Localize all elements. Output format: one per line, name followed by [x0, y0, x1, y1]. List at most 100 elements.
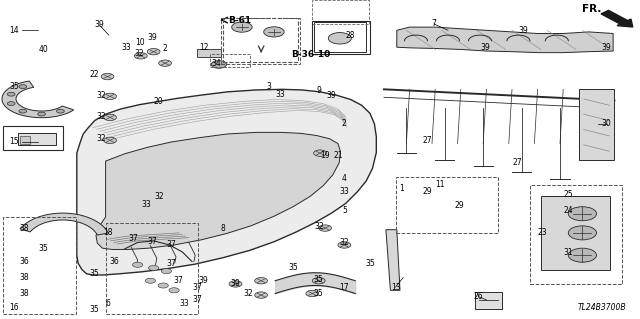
Polygon shape — [96, 132, 340, 249]
Text: 2: 2 — [163, 44, 168, 53]
Text: 32: 32 — [154, 192, 164, 201]
Bar — [221, 18, 300, 64]
Text: 40: 40 — [38, 45, 49, 54]
Text: 24: 24 — [563, 206, 573, 215]
Circle shape — [255, 278, 268, 284]
Text: 35: 35 — [314, 275, 324, 284]
Text: 38: 38 — [19, 224, 29, 233]
Text: 18: 18 — [103, 228, 112, 237]
Text: 13: 13 — [390, 283, 401, 292]
Bar — [475, 292, 502, 309]
Bar — [20, 136, 30, 144]
Text: 30: 30 — [602, 119, 612, 128]
Text: 33: 33 — [339, 187, 349, 196]
Text: 38: 38 — [19, 289, 29, 298]
Text: 21: 21 — [333, 151, 342, 160]
Circle shape — [158, 283, 168, 288]
Bar — [3, 217, 76, 314]
Bar — [312, 21, 370, 54]
Circle shape — [159, 60, 172, 66]
Circle shape — [38, 112, 45, 116]
Circle shape — [211, 61, 227, 68]
Text: 32: 32 — [96, 112, 106, 121]
Text: 39: 39 — [602, 43, 612, 52]
Text: 35: 35 — [365, 259, 375, 268]
Circle shape — [104, 137, 116, 144]
Bar — [312, 0, 369, 24]
Text: 39: 39 — [94, 20, 104, 29]
Text: 2: 2 — [342, 119, 347, 128]
Text: 35: 35 — [38, 244, 49, 253]
Text: 4: 4 — [342, 174, 347, 183]
Circle shape — [19, 85, 27, 89]
Text: 37: 37 — [166, 241, 177, 249]
Text: 37: 37 — [166, 259, 177, 268]
Text: 20: 20 — [154, 97, 164, 106]
Circle shape — [568, 226, 596, 240]
Polygon shape — [77, 89, 376, 275]
Circle shape — [306, 290, 319, 297]
Text: 25: 25 — [563, 190, 573, 199]
Text: 36: 36 — [19, 257, 29, 266]
Text: 35: 35 — [314, 289, 324, 298]
Bar — [3, 126, 63, 150]
FancyArrow shape — [601, 11, 633, 27]
Text: 31: 31 — [563, 248, 573, 256]
Text: 37: 37 — [128, 234, 138, 243]
Text: 29: 29 — [422, 187, 433, 196]
Circle shape — [314, 150, 326, 156]
Circle shape — [161, 269, 172, 274]
Text: 33: 33 — [122, 43, 132, 52]
Text: 23: 23 — [538, 228, 548, 237]
Circle shape — [19, 109, 27, 113]
Circle shape — [255, 292, 268, 298]
Text: 3: 3 — [266, 82, 271, 91]
Polygon shape — [20, 213, 108, 235]
Text: 16: 16 — [9, 303, 19, 312]
Bar — [223, 18, 298, 62]
Polygon shape — [397, 27, 613, 53]
Text: 34: 34 — [211, 59, 221, 68]
Text: 36: 36 — [109, 257, 119, 266]
Bar — [314, 22, 366, 52]
Circle shape — [132, 262, 143, 267]
Text: 39: 39 — [230, 279, 241, 288]
Text: 33: 33 — [179, 299, 189, 308]
Text: 39: 39 — [518, 26, 529, 35]
Bar — [18, 133, 56, 145]
Text: 39: 39 — [147, 33, 157, 42]
Circle shape — [264, 27, 284, 37]
Text: 35: 35 — [9, 82, 19, 91]
Circle shape — [232, 22, 252, 32]
Circle shape — [145, 278, 156, 283]
Circle shape — [169, 288, 179, 293]
Text: 32: 32 — [243, 289, 253, 298]
Text: 26: 26 — [474, 292, 484, 301]
Text: 6: 6 — [105, 299, 110, 308]
Circle shape — [319, 225, 332, 231]
Bar — [396, 177, 498, 233]
Polygon shape — [386, 230, 400, 290]
Circle shape — [104, 114, 116, 121]
Text: 35: 35 — [90, 305, 100, 314]
Text: 29: 29 — [454, 201, 465, 210]
Bar — [197, 49, 221, 57]
Circle shape — [134, 53, 147, 59]
Text: 32: 32 — [134, 49, 145, 58]
Text: 15: 15 — [9, 137, 19, 146]
Text: FR.: FR. — [582, 4, 602, 14]
Text: 32: 32 — [96, 91, 106, 100]
Text: 11: 11 — [436, 180, 445, 189]
Bar — [541, 196, 610, 270]
Text: 10: 10 — [134, 38, 145, 47]
Text: 35: 35 — [288, 263, 298, 272]
Text: 32: 32 — [96, 134, 106, 143]
Polygon shape — [579, 89, 614, 160]
Text: 35: 35 — [90, 269, 100, 278]
Circle shape — [101, 73, 114, 80]
Text: 39: 39 — [198, 276, 209, 285]
Circle shape — [338, 242, 351, 248]
Bar — [210, 54, 250, 67]
Text: 32: 32 — [339, 238, 349, 247]
Text: 38: 38 — [19, 273, 29, 282]
